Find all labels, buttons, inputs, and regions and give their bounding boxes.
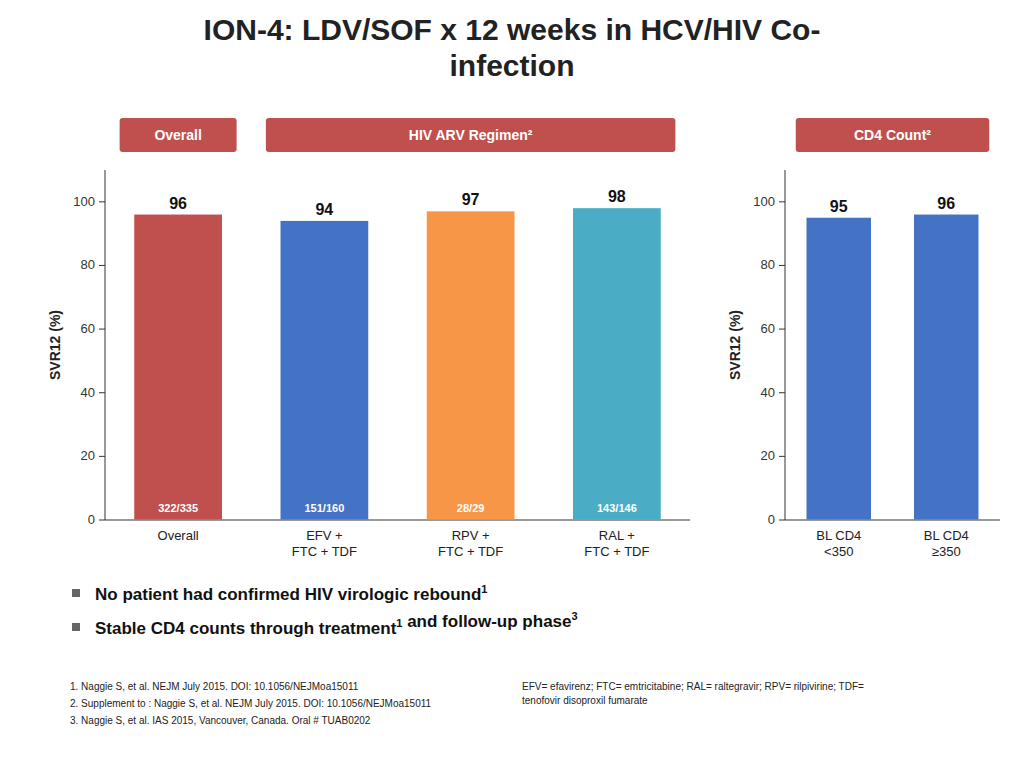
tick-label: 20 (761, 448, 775, 463)
text-line: BL CD4 (924, 528, 969, 543)
category-label: RAL +FTC + TDF (584, 528, 649, 559)
footnote: EFV= efavirenz; FTC= emtricitabine; RAL=… (522, 681, 864, 706)
tick-label: 20 (81, 448, 95, 463)
superscript: 1 (481, 583, 487, 595)
text-line: RAL + (599, 528, 635, 543)
tick-mark (99, 329, 105, 330)
tick-mark (779, 456, 785, 457)
text-line: tenofovir disoproxil fumarate (522, 695, 648, 706)
tick-label: 0 (88, 512, 95, 527)
fraction-label: 322/335 (158, 502, 198, 514)
data-label: 96 (937, 195, 955, 212)
group-header-box (120, 118, 237, 152)
text-line: EFV= efavirenz; FTC= emtricitabine; RAL=… (522, 681, 864, 692)
tick-label: 0 (768, 512, 775, 527)
bullet-text: No patient had confirmed HIV virologic r… (95, 585, 481, 604)
text-line: RPV + (452, 528, 490, 543)
chart: 0 20 40 60 80 100 SVR12 (%) 96 94 97 98 322/335 151/… (47, 118, 690, 559)
category-label: RPV +FTC + TDF (438, 528, 503, 559)
tick-mark (99, 265, 105, 266)
y-axis-line (105, 170, 106, 520)
tick-label: 60 (761, 321, 775, 336)
bullet-text: Stable CD4 counts through treatment (95, 619, 397, 638)
category-label: BL CD4<350 (816, 528, 861, 559)
footnote: 1. Naggie S, et al. NEJM July 2015. DOI:… (70, 681, 359, 692)
tick-label: 80 (81, 257, 95, 272)
text-line: 1. Naggie S, et al. NEJM July 2015. DOI:… (70, 681, 359, 692)
bullet-text: and follow-up phase (402, 612, 571, 631)
tick-label: 40 (81, 385, 95, 400)
text-line: Overall (158, 528, 199, 543)
superscript: 3 (572, 610, 578, 622)
bar (427, 211, 515, 519)
text-line: infection (450, 49, 575, 82)
bullet-marker (72, 623, 80, 631)
category-label: EFV +FTC + TDF (292, 528, 357, 559)
bar (807, 218, 872, 520)
data-label: 98 (608, 188, 626, 205)
text-line: 3. Naggie S, et al. IAS 2015, Vancouver,… (70, 715, 371, 726)
tick-mark (779, 392, 785, 393)
fraction-label: 143/146 (597, 502, 637, 514)
figure: ION-4: LDV/SOF x 12 weeks in HCV/HIV Co-… (0, 0, 1024, 768)
text-line: FTC + TDF (438, 544, 503, 559)
fraction-label: 151/160 (304, 502, 344, 514)
tick-label: 40 (761, 385, 775, 400)
bar (281, 221, 369, 520)
tick-label: 100 (73, 194, 95, 209)
y-axis-line (785, 170, 786, 520)
bar (134, 215, 222, 520)
tick-mark (99, 520, 105, 521)
data-label: 95 (830, 198, 848, 215)
tick-mark (779, 201, 785, 202)
bar (914, 215, 979, 520)
y-axis-label: SVR12 (%) (47, 310, 63, 380)
x-axis-line (105, 520, 690, 521)
text-line: ION-4: LDV/SOF x 12 weeks in HCV/HIV Co- (204, 13, 821, 46)
footnote: 2. Supplement to : Naggie S, et al. NEJM… (70, 698, 432, 709)
text-line: ≥350 (932, 544, 961, 559)
group-header: CD4 Count² (854, 127, 931, 143)
data-label: 94 (315, 201, 333, 218)
text-line: EFV + (306, 528, 343, 543)
group-header-box (266, 118, 676, 152)
tick-mark (779, 329, 785, 330)
tick-mark (99, 392, 105, 393)
chart: 020406080100SVR12 (%)9596BL CD4<350BL CD… (727, 118, 1000, 559)
y-axis-label: SVR12 (%) (727, 310, 743, 380)
text-line: <350 (824, 544, 853, 559)
tick-label: 100 (753, 194, 775, 209)
bars (807, 215, 979, 520)
data-label: 97 (462, 191, 480, 208)
tick-mark (99, 201, 105, 202)
bullet: Stable CD4 counts through treatment1 and… (95, 610, 578, 638)
group-header: Overall (154, 127, 201, 143)
tick-label: 80 (761, 257, 775, 272)
bullet: No patient had confirmed HIV virologic r… (95, 583, 487, 604)
category-label: Overall (158, 528, 199, 543)
text-line: FTC + TDF (292, 544, 357, 559)
footnote: 3. Naggie S, et al. IAS 2015, Vancouver,… (70, 715, 371, 726)
tick-mark (779, 520, 785, 521)
tick-mark (99, 456, 105, 457)
data-label: 96 (169, 195, 187, 212)
text-line: 2. Supplement to : Naggie S, et al. NEJM… (70, 698, 432, 709)
bar (573, 208, 661, 519)
bullet-marker (72, 589, 80, 597)
bars (134, 208, 661, 519)
x-axis-line (785, 520, 1000, 521)
tick-mark (779, 265, 785, 266)
fraction-label: 28/29 (457, 502, 485, 514)
title: ION-4: LDV/SOF x 12 weeks in HCV/HIV Co-… (204, 13, 821, 82)
text-line: FTC + TDF (584, 544, 649, 559)
group-header-box (796, 118, 990, 152)
text-line: BL CD4 (816, 528, 861, 543)
group-header: HIV ARV Regimen² (409, 127, 533, 143)
tick-label: 60 (81, 321, 95, 336)
category-label: BL CD4≥350 (924, 528, 969, 559)
